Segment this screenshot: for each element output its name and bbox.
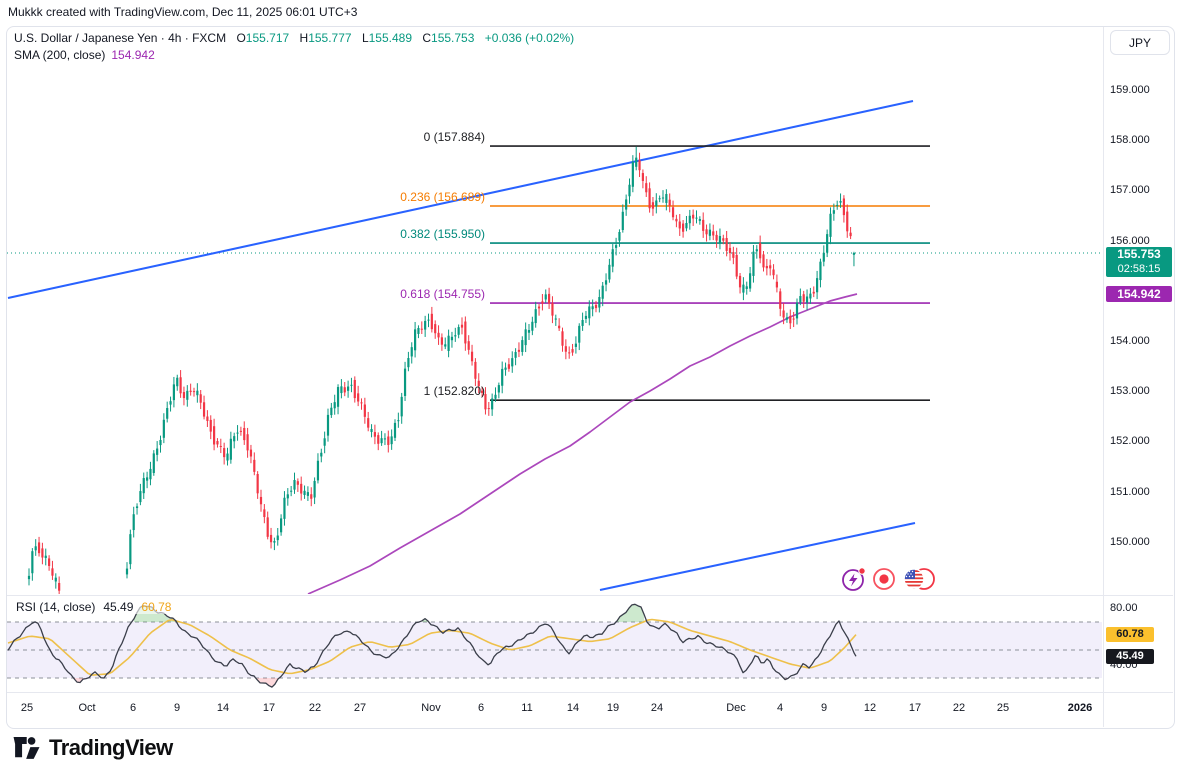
time-tick-label: 2026: [1067, 702, 1093, 714]
time-tick-label: 25: [20, 702, 34, 714]
price-tick-label: 157.000: [1110, 184, 1150, 197]
time-tick-label: 22: [952, 702, 966, 714]
time-tick-label: Oct: [78, 702, 96, 714]
last-price-badge: 155.753 02:58:15: [1106, 247, 1172, 277]
open-value: 155.717: [245, 31, 290, 45]
bar-countdown: 02:58:15: [1117, 263, 1161, 275]
low-value: 155.489: [368, 31, 413, 45]
time-tick-label: 19: [606, 702, 620, 714]
symbol-title: U.S. Dollar / Japanese Yen · 4h · FXCM: [14, 31, 227, 45]
time-tick-label: 6: [477, 702, 485, 714]
sma-value: 154.942: [111, 48, 155, 62]
high-label: H: [299, 31, 309, 45]
high-value: 155.777: [308, 31, 352, 45]
time-tick-label: 14: [566, 702, 580, 714]
price-tick-label: 156.000: [1110, 234, 1150, 247]
symbol-legend[interactable]: U.S. Dollar / Japanese Yen · 4h · FXCM O…: [14, 31, 574, 45]
time-tick-label: 9: [820, 702, 828, 714]
rsi-legend[interactable]: RSI (14, close) 45.49 60.78: [14, 600, 174, 614]
change-value: +0.036 (+0.02%): [484, 31, 575, 45]
time-tick-label: 24: [650, 702, 664, 714]
time-tick-label: 11: [521, 702, 533, 714]
time-tick-label: 17: [908, 702, 922, 714]
time-tick-label: 22: [308, 702, 322, 714]
price-tick-label: 158.000: [1110, 134, 1150, 147]
fib-level-label: 0.236 (156.689): [400, 190, 485, 204]
price-tick-label: 151.000: [1110, 485, 1150, 498]
price-tick-label: 153.000: [1110, 385, 1150, 398]
time-tick-label: 12: [863, 702, 877, 714]
us-flag-event-icon[interactable]: [901, 566, 937, 592]
rsi-ma-value: 60.78: [141, 600, 172, 614]
close-label: C: [422, 31, 432, 45]
close-value: 155.753: [431, 31, 475, 45]
rsi-value: 45.49: [103, 600, 134, 614]
footer-brand[interactable]: TradingView: [12, 735, 173, 761]
sma-label: SMA (200, close): [14, 48, 106, 62]
rsi-tick-top: 80.00: [1110, 602, 1138, 614]
event-icons-row: [841, 566, 937, 592]
sma-price-badge: 154.942: [1106, 286, 1172, 302]
fib-level-label: 0.618 (154.755): [400, 287, 485, 302]
rsi-title: RSI (14, close): [16, 600, 96, 614]
price-tick-label: 152.000: [1110, 435, 1150, 448]
currency-unit-button[interactable]: JPY: [1110, 30, 1170, 55]
price-tick-label: 154.000: [1110, 335, 1150, 347]
sma-legend[interactable]: SMA (200, close) 154.942: [14, 48, 155, 62]
price-tick-label: 150.000: [1110, 535, 1150, 548]
time-tick-label: 6: [129, 702, 137, 714]
low-label: L: [361, 31, 369, 45]
record-event-icon[interactable]: [871, 566, 897, 592]
rsi-ma-badge: 60.78: [1106, 627, 1154, 642]
time-tick-label: 14: [216, 702, 230, 714]
rsi-value-badge: 45.49: [1106, 649, 1154, 664]
open-label: O: [236, 31, 246, 45]
fib-level-label: 0.382 (155.950): [400, 227, 485, 242]
price-axis-divider: [1103, 27, 1104, 727]
lightning-event-icon[interactable]: [841, 566, 867, 592]
time-tick-label: Nov: [421, 702, 441, 714]
pane-separator[interactable]: [7, 595, 1173, 596]
brand-name: TradingView: [49, 735, 173, 760]
last-price-value: 155.753: [1117, 247, 1161, 261]
price-tick-label: 159.000: [1110, 84, 1150, 96]
tradingview-logo-icon: [13, 737, 40, 759]
time-tick-label: 27: [353, 702, 367, 714]
price-chart-canvas[interactable]: [0, 0, 1103, 727]
time-tick-label: 17: [262, 702, 276, 714]
time-axis-separator: [7, 692, 1173, 693]
fib-level-label: 0 (157.884): [423, 130, 485, 145]
fib-level-label: 1 (152.820): [423, 384, 485, 399]
time-tick-label: Dec: [726, 702, 746, 714]
time-tick-label: 25: [996, 702, 1010, 714]
time-tick-label: 9: [173, 702, 181, 714]
time-tick-label: 4: [776, 702, 784, 714]
